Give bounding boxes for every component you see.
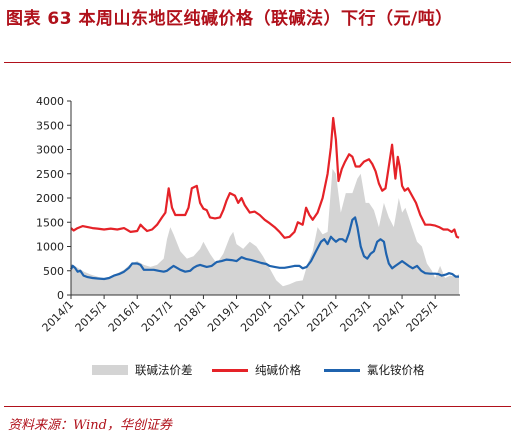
series-area-spread: [71, 168, 459, 295]
y-tick-label: 500: [43, 265, 64, 278]
y-tick-label: 1500: [36, 216, 64, 229]
y-tick-label: 0: [57, 289, 64, 302]
legend-swatch-soda-ash: [212, 368, 248, 372]
legend-item-soda-ash: 纯碱价格: [212, 360, 301, 380]
x-tick-label: 2018/1: [172, 298, 209, 335]
x-tick-label: 2022/1: [304, 298, 341, 335]
x-tick-label: 2016/1: [106, 298, 143, 335]
source-note: 资料来源：Wind，华创证券: [8, 418, 172, 433]
y-tick-label: 1000: [36, 241, 64, 254]
y-tick-label: 2000: [36, 192, 64, 205]
legend-item-spread: 联碱法价差: [92, 360, 193, 380]
x-tick-label: 2024/1: [371, 298, 408, 335]
x-tick-label: 2014/1: [40, 298, 77, 335]
y-tick-label: 4000: [36, 95, 64, 108]
footer-divider: [4, 406, 511, 407]
y-tick-label: 2500: [36, 168, 64, 181]
x-tick-label: 2025/1: [404, 298, 441, 335]
x-tick-label: 2020/1: [238, 298, 275, 335]
y-tick-label: 3000: [36, 144, 64, 157]
x-tick-label: 2021/1: [271, 298, 308, 335]
x-tick-label: 2017/1: [139, 298, 176, 335]
chart-legend: 联碱法价差 纯碱价格 氯化铵价格: [0, 360, 515, 380]
chart-area: 0 500 1000 1500 2000 2500 3000 3500 4000 2014/1 20…: [0, 80, 515, 380]
series-line-soda-ash: [70, 116, 460, 239]
legend-label-soda-ash: 纯碱价格: [255, 363, 301, 377]
title-divider: [4, 62, 511, 63]
chart-title: 图表 63 本周山东地区纯碱价格（联碱法）下行（元/吨）: [6, 9, 453, 29]
legend-item-ammonium-chloride: 氯化铵价格: [324, 360, 425, 380]
series-line-ammonium-chloride: [70, 216, 459, 281]
x-tick-label: 2015/1: [73, 298, 110, 335]
legend-label-ammonium-chloride: 氯化铵价格: [367, 363, 425, 377]
x-tick-label: 2019/1: [205, 298, 242, 335]
price-chart: 050010001500200025003000350040002014/120…: [36, 95, 460, 335]
x-tick-label: 2023/1: [338, 298, 375, 335]
y-tick-label: 3500: [36, 119, 64, 132]
legend-label-spread: 联碱法价差: [135, 363, 193, 377]
legend-swatch-ammonium-chloride: [324, 368, 360, 372]
legend-swatch-spread: [92, 365, 128, 375]
